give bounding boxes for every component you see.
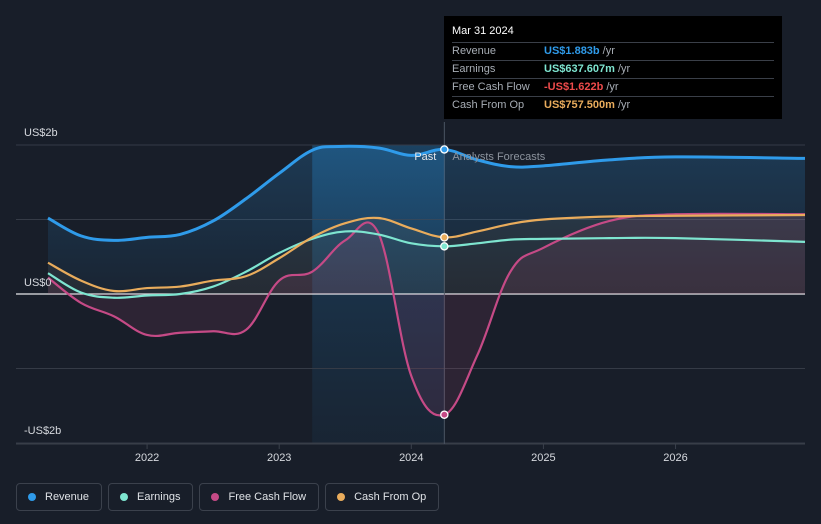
x-tick-label: 2023: [267, 452, 291, 464]
cash-from-op-line: [47, 213, 806, 293]
revenue-area: [48, 146, 805, 294]
tooltip-label: Free Cash Flow: [452, 81, 530, 93]
y-tick-label: US$0: [24, 277, 52, 289]
tooltip-unit: /yr: [617, 99, 631, 111]
legend-label: Free Cash Flow: [228, 491, 307, 503]
legend-item-earnings[interactable]: Earnings: [108, 483, 194, 511]
tooltip-value: -US$1.622b: [544, 81, 604, 93]
legend-dot-icon: [211, 493, 220, 501]
cash-from-op-area: [48, 215, 805, 294]
legend-item-cash-from-op[interactable]: Cash From Op: [325, 483, 440, 511]
x-tick-label: 2022: [135, 452, 159, 464]
revenue-line: [47, 144, 806, 242]
legend-label: Cash From Op: [354, 491, 427, 503]
past-label: Past: [414, 151, 436, 163]
earnings-marker: [440, 242, 449, 251]
free-cash-flow-marker: [440, 410, 449, 419]
free-cash-flow-area: [48, 213, 805, 416]
tooltip-row-earnings: Earnings US$637.607m /yr: [452, 60, 774, 78]
cash-from-op-marker: [440, 233, 449, 242]
tooltip-value: US$637.607m: [544, 63, 615, 75]
x-tick-label: 2025: [531, 452, 555, 464]
tooltip-unit: /yr: [602, 45, 615, 57]
tooltip-panel: Mar 31 2024 Revenue US$1.883b /yr Earnin…: [444, 16, 782, 119]
free-cash-flow-line: [47, 212, 806, 417]
x-tick-label: 2024: [399, 452, 423, 464]
tooltip-row-cash-from-op: Cash From Op US$757.500m /yr: [452, 96, 774, 114]
legend-label: Revenue: [45, 491, 90, 503]
forecast-label: Analysts Forecasts: [452, 151, 545, 163]
tooltip-unit: /yr: [617, 63, 631, 75]
tooltip-unit: /yr: [606, 81, 619, 93]
tooltip-row-revenue: Revenue US$1.883b /yr: [452, 42, 774, 60]
legend-dot-icon: [120, 493, 129, 501]
y-tick-label: US$2b: [24, 127, 58, 139]
tooltip-label: Earnings: [452, 63, 496, 75]
tooltip-label: Revenue: [452, 45, 497, 57]
x-tick-label: 2026: [663, 452, 687, 464]
tooltip-date: Mar 31 2024: [452, 25, 514, 37]
legend-dot-icon: [337, 493, 346, 501]
revenue-marker: [440, 145, 449, 154]
legend-item-revenue[interactable]: Revenue: [16, 483, 103, 511]
legend: Revenue Earnings Free Cash Flow Cash Fro…: [16, 483, 440, 511]
legend-item-free-cash-flow[interactable]: Free Cash Flow: [199, 483, 320, 511]
tooltip-value: US$1.883b: [544, 45, 600, 57]
legend-dot-icon: [28, 493, 36, 501]
y-tick-label: -US$2b: [24, 425, 61, 437]
earnings-line: [47, 230, 806, 299]
tooltip-row-free-cash-flow: Free Cash Flow -US$1.622b /yr: [452, 78, 774, 96]
tooltip-label: Cash From Op: [452, 99, 525, 111]
tooltip-value: US$757.500m: [544, 99, 615, 111]
legend-label: Earnings: [137, 491, 181, 503]
